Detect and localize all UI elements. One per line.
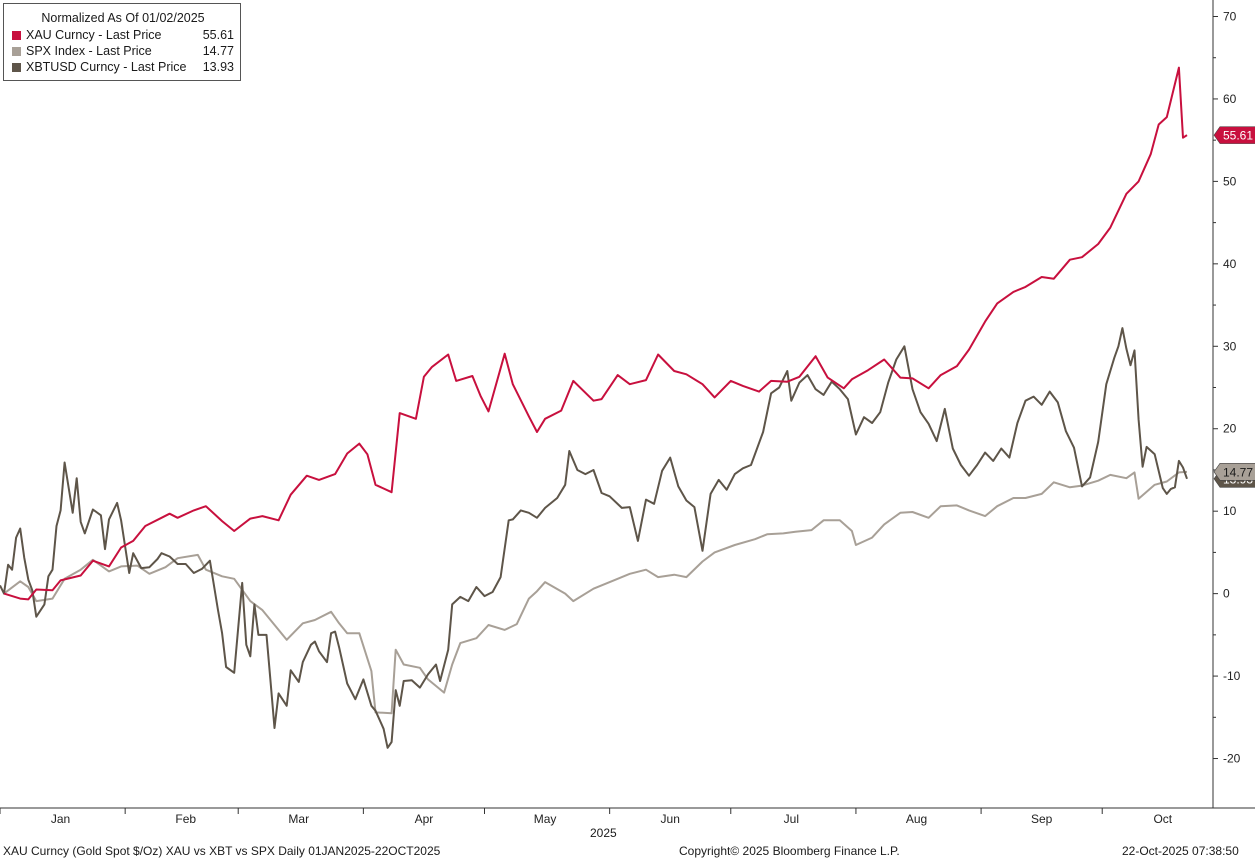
x-tick-label: Sep <box>1031 812 1053 826</box>
series-xau-line <box>3 66 1188 601</box>
footer-timestamp: 22-Oct-2025 07:38:50 <box>1122 844 1239 858</box>
legend-item-xau: XAU Curncy - Last Price 55.61 <box>12 27 234 43</box>
legend-swatch-spx <box>12 46 21 56</box>
x-tick-label: Aug <box>906 812 927 826</box>
x-tick-label: May <box>534 812 557 826</box>
spx-last-value-tag-label: 14.77 <box>1223 465 1253 479</box>
legend-item-xbt: XBTUSD Curncy - Last Price 13.93 <box>12 59 234 75</box>
x-axis: Jan Feb Mar Apr May Jun Jul Aug Sep Oct <box>0 807 1255 826</box>
x-tick-label: Mar <box>288 812 309 826</box>
y-tick-label: 20 <box>1223 422 1237 436</box>
legend-swatch-xau <box>12 30 21 40</box>
xau-last-value-tag-label: 55.61 <box>1223 129 1253 143</box>
legend: Normalized As Of 01/02/2025 XAU Curncy -… <box>3 3 241 81</box>
y-tick-label: -10 <box>1223 669 1241 683</box>
x-tick-label: Feb <box>175 812 196 826</box>
x-tick-label: Oct <box>1153 812 1172 826</box>
legend-item-spx: SPX Index - Last Price 14.77 <box>12 43 234 59</box>
x-tick-label: Apr <box>415 812 434 826</box>
y-tick-label: -20 <box>1223 752 1241 766</box>
y-tick-label: 70 <box>1223 9 1237 23</box>
legend-value-xbt: 13.93 <box>202 60 234 74</box>
x-tick-label: Jun <box>661 812 680 826</box>
y-tick-label: 30 <box>1223 339 1237 353</box>
y-axis: -20 -10 0 10 20 30 40 50 60 70 <box>1212 0 1241 808</box>
y-tick-label: 10 <box>1223 504 1237 518</box>
legend-label-xbt: XBTUSD Curncy - Last Price <box>26 60 187 74</box>
xau-last-value-tag <box>1213 126 1255 144</box>
x-tick-label: Jul <box>784 812 799 826</box>
footer-copyright: Copyright© 2025 Bloomberg Finance L.P. <box>679 844 900 858</box>
y-tick-label: 60 <box>1223 92 1237 106</box>
y-tick-label: 40 <box>1223 257 1237 271</box>
y-tick-label: 0 <box>1223 587 1230 601</box>
legend-value-xau: 55.61 <box>202 28 234 42</box>
y-tick-label: 50 <box>1223 174 1237 188</box>
legend-label-xau: XAU Curncy - Last Price <box>26 28 162 42</box>
footer-description: XAU Curncy (Gold Spot $/Oz) XAU vs XBT v… <box>3 844 441 858</box>
legend-value-spx: 14.77 <box>202 44 234 58</box>
plot-area <box>0 66 1188 749</box>
legend-label-spx: SPX Index - Last Price <box>26 44 152 58</box>
legend-swatch-xbt <box>12 62 21 72</box>
x-axis-year-label: 2025 <box>590 826 617 840</box>
series-spx-line <box>3 470 1188 715</box>
spx-last-value-tag <box>1213 463 1255 481</box>
x-tick-label: Jan <box>51 812 70 826</box>
series-xbt-line <box>0 327 1188 749</box>
legend-title: Normalized As Of 01/02/2025 <box>41 11 205 25</box>
